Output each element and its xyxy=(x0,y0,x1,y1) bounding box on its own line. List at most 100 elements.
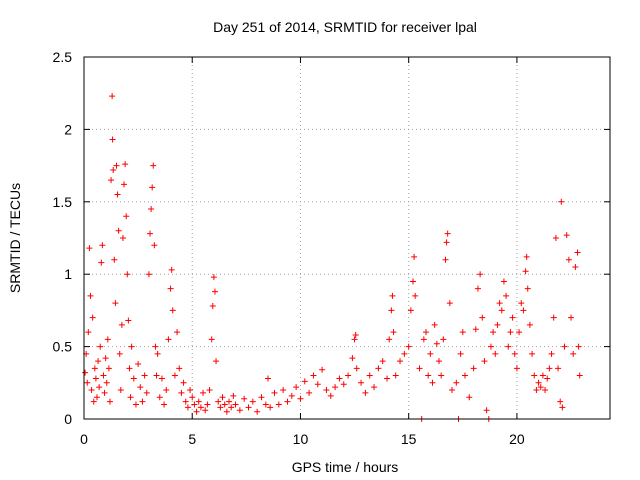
data-point xyxy=(371,384,378,391)
data-point xyxy=(167,285,174,292)
data-point xyxy=(550,314,557,321)
data-point xyxy=(145,271,152,278)
data-point xyxy=(217,404,224,411)
data-point xyxy=(555,365,562,372)
data-point xyxy=(461,372,468,379)
chart-title: Day 251 of 2014, SRMTID for receiver lpa… xyxy=(213,19,477,35)
data-point xyxy=(284,398,291,405)
data-point xyxy=(130,375,137,382)
data-point xyxy=(182,398,189,405)
data-point xyxy=(552,235,559,241)
data-point xyxy=(500,278,507,285)
data-point xyxy=(236,407,243,414)
data-point xyxy=(267,404,274,411)
data-point xyxy=(104,336,111,343)
data-point xyxy=(386,336,393,343)
data-point xyxy=(193,408,200,415)
data-point xyxy=(109,136,116,143)
data-point xyxy=(353,365,360,372)
data-point xyxy=(262,401,269,408)
data-point xyxy=(559,404,566,411)
data-point xyxy=(208,336,215,343)
y-tick-label: 1 xyxy=(64,266,72,282)
data-point xyxy=(151,242,158,249)
data-point xyxy=(180,379,187,386)
data-point xyxy=(570,350,577,357)
data-point xyxy=(448,387,455,394)
data-point xyxy=(435,358,442,365)
data-point xyxy=(264,375,271,382)
data-point xyxy=(496,300,503,307)
data-point xyxy=(431,321,438,328)
data-point xyxy=(288,392,295,399)
data-point xyxy=(477,271,484,278)
data-point xyxy=(184,404,191,411)
data-point xyxy=(82,369,89,376)
data-point xyxy=(349,355,356,362)
data-point xyxy=(204,401,211,408)
x-tick-label: 15 xyxy=(401,431,417,447)
data-point xyxy=(523,253,530,260)
data-point xyxy=(128,343,135,350)
data-point xyxy=(108,177,115,184)
data-points-layer xyxy=(82,93,583,422)
data-point xyxy=(388,307,395,314)
data-point xyxy=(520,307,527,314)
data-point xyxy=(149,184,156,191)
data-point xyxy=(118,321,125,328)
data-point xyxy=(487,343,494,350)
data-point xyxy=(91,365,98,372)
data-point xyxy=(366,372,373,379)
data-point xyxy=(249,398,256,405)
data-point xyxy=(135,360,142,367)
data-point xyxy=(351,336,358,343)
data-point xyxy=(524,285,531,292)
data-point xyxy=(112,300,119,307)
data-point xyxy=(535,379,542,386)
y-tick-label: 0.5 xyxy=(53,339,73,355)
data-point xyxy=(152,343,159,350)
data-point xyxy=(472,326,479,333)
data-point xyxy=(336,375,343,382)
data-point xyxy=(405,343,412,350)
data-point xyxy=(115,227,122,234)
x-axis-label: GPS time / hours xyxy=(292,459,399,475)
data-point xyxy=(319,366,326,373)
data-point xyxy=(191,401,198,408)
data-point xyxy=(132,401,139,408)
data-point xyxy=(384,375,391,382)
data-point xyxy=(206,387,213,394)
data-point xyxy=(101,389,108,396)
data-point xyxy=(557,398,564,405)
tick-labels-layer: 0 5 10 15 20 0 0.5 1 1.5 2 2.5 xyxy=(53,49,525,447)
data-point xyxy=(537,384,544,391)
data-point xyxy=(84,379,91,386)
data-point xyxy=(416,365,423,372)
y-axis-label: SRMTID / TECUs xyxy=(7,183,23,293)
data-point xyxy=(327,392,334,399)
data-point xyxy=(522,268,529,275)
data-point xyxy=(513,365,520,372)
data-point xyxy=(323,387,330,394)
data-point xyxy=(479,314,486,321)
data-point xyxy=(425,372,432,379)
data-point xyxy=(90,398,97,405)
data-point xyxy=(143,389,150,396)
data-point xyxy=(423,329,430,336)
data-point xyxy=(546,365,553,372)
data-point xyxy=(358,379,365,386)
data-point xyxy=(481,358,488,365)
data-point xyxy=(148,206,155,213)
data-point xyxy=(492,350,499,357)
data-point xyxy=(195,398,202,405)
data-point xyxy=(89,314,96,321)
data-point xyxy=(156,394,163,401)
data-point xyxy=(429,379,436,386)
data-point xyxy=(189,394,196,401)
y-tick-label: 2 xyxy=(64,121,72,137)
data-point xyxy=(122,161,129,168)
data-point xyxy=(113,162,120,169)
data-point xyxy=(106,398,113,405)
